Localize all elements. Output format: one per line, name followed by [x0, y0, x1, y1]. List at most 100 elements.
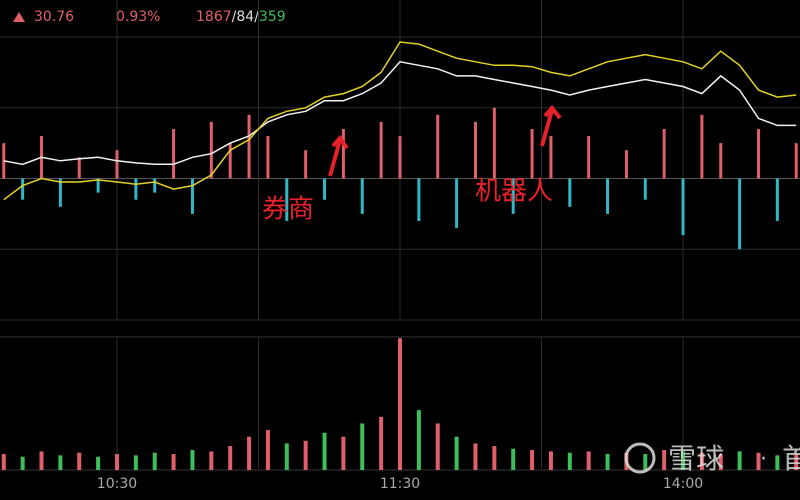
- diff-bar: [2, 143, 6, 179]
- watermark-dot: ·: [760, 447, 767, 472]
- watermark-logo: [624, 442, 656, 474]
- diff-bar: [662, 128, 666, 179]
- annotation: 券商: [262, 195, 314, 225]
- volume-bar: [190, 450, 195, 470]
- volume-bar: [152, 452, 157, 470]
- diff-bar: [643, 178, 647, 200]
- diff-bar: [775, 178, 779, 221]
- volume-bar: [398, 338, 402, 470]
- diff-bar: [247, 114, 251, 179]
- up-count: 1867: [196, 9, 232, 25]
- diff-bar: [473, 121, 477, 179]
- price-line: [3, 60, 797, 166]
- volume-bar: [605, 454, 610, 470]
- volume-bar: [567, 452, 572, 470]
- diff-bar: [58, 178, 62, 207]
- volume-bar: [643, 454, 648, 470]
- diff-bar: [794, 143, 798, 179]
- diff-bar: [417, 178, 421, 221]
- separator: /: [232, 9, 237, 25]
- diff-bar: [304, 150, 308, 179]
- volume-bar: [341, 436, 346, 470]
- volume-bar: [77, 452, 82, 470]
- diff-bar: [360, 178, 364, 214]
- header: 30.76 0.93% 1867/84/359: [34, 9, 286, 25]
- diff-bar: [96, 178, 100, 193]
- diff-bar: [756, 128, 760, 179]
- change-pct: 0.93%: [116, 9, 160, 25]
- diff-bar: [719, 143, 723, 179]
- volume-bar: [756, 452, 761, 470]
- diff-bar: [624, 150, 628, 179]
- volume-bar: [794, 454, 799, 470]
- volume-bar: [1, 454, 6, 470]
- volume-bar: [586, 451, 591, 470]
- volume-bar: [284, 443, 289, 470]
- diff-bar: [153, 178, 157, 193]
- diff-bar: [455, 178, 459, 229]
- x-tick-label: 10:30: [97, 476, 137, 492]
- volume-bar: [435, 423, 440, 470]
- diff-bar: [323, 178, 327, 200]
- volume-bar: [530, 450, 535, 470]
- volume-bar: [114, 454, 119, 470]
- diff-bar: [549, 136, 553, 179]
- diff-bar: [266, 136, 270, 179]
- volume-bar: [171, 454, 176, 470]
- diff-bar: [172, 128, 176, 179]
- diff-bar: [606, 178, 610, 214]
- annotation: 机器人: [475, 177, 553, 207]
- volume-bar: [58, 455, 63, 470]
- volume-bar: [699, 452, 704, 470]
- diff-bar: [115, 150, 119, 179]
- volume-bar: [473, 443, 478, 470]
- price-line: [3, 41, 797, 201]
- volume-bar: [228, 446, 233, 470]
- diff-bar: [681, 178, 685, 236]
- watermark: 雪球: [668, 442, 724, 475]
- volume-bar: [322, 432, 327, 470]
- diff-bar: [379, 121, 383, 179]
- diff-bar: [134, 178, 138, 200]
- volume-bar: [492, 446, 497, 470]
- volume-bar: [454, 436, 459, 470]
- diff-bar: [77, 157, 81, 179]
- down-count: 359: [259, 9, 286, 25]
- diff-bar: [738, 178, 742, 250]
- watermark-extra: 首: [782, 442, 800, 475]
- diff-bar: [398, 136, 402, 179]
- volume-bar: [39, 451, 44, 470]
- volume-bar: [511, 448, 516, 470]
- volume-bar: [247, 436, 252, 470]
- diff-bar: [21, 178, 25, 200]
- diff-bar: [587, 136, 591, 179]
- volume-bar: [133, 455, 138, 470]
- annotation-arrow: [540, 104, 562, 147]
- volume-bar: [416, 410, 421, 470]
- volume-bar: [775, 455, 780, 470]
- volume-bar: [360, 423, 365, 470]
- diff-bar: [341, 128, 345, 179]
- diff-bar: [228, 143, 232, 179]
- flat-count: 84: [236, 9, 254, 25]
- x-tick-label: 14:00: [663, 476, 703, 492]
- diff-bar: [190, 178, 194, 214]
- volume-bar: [265, 430, 270, 470]
- diff-bar: [492, 107, 496, 179]
- separator: /: [254, 9, 259, 25]
- volume-bar: [718, 454, 723, 470]
- diff-bar: [700, 114, 704, 179]
- diff-bar: [511, 178, 515, 214]
- volume-bar: [681, 451, 686, 470]
- volume-bar: [662, 450, 667, 470]
- volume-bar: [96, 456, 101, 470]
- annotation-arrow: [328, 134, 349, 177]
- diff-bar: [530, 128, 534, 179]
- volume-bar: [548, 451, 553, 470]
- diff-bar: [285, 178, 289, 221]
- diff-bar: [436, 114, 440, 179]
- diff-bar: [209, 121, 213, 179]
- price: 30.76: [34, 9, 74, 25]
